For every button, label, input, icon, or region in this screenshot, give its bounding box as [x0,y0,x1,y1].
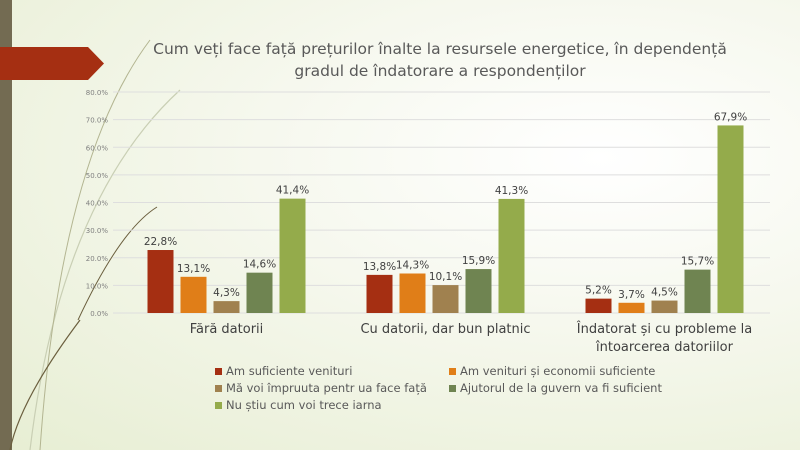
legend-swatch [215,402,222,409]
data-label: 4,3% [213,287,240,299]
legend-item: Nu știu cum voi trece iarna [215,398,382,412]
y-tick-label: 0.0% [90,310,108,318]
x-category-label: întoarcerea datoriilor [595,340,734,355]
legend-item: Am suficiente venituri [215,364,352,378]
legend-label: Mă voi împruuta pentr ua face față [226,381,427,395]
x-category-label: Fără datorii [190,322,264,337]
bar [498,198,525,313]
legend-item: Ajutorul de la guvern va fi suficient [449,381,662,395]
legend-swatch [215,368,222,375]
y-tick-label: 10.0% [86,282,109,290]
legend-label: Am venituri și economii suficiente [460,364,656,378]
y-tick-label: 70.0% [86,117,109,125]
legend-swatch [215,385,222,392]
data-label: 5,2% [585,285,612,297]
bar [651,300,678,313]
data-label: 14,3% [396,259,429,271]
side-bar [0,0,12,450]
y-tick-label: 30.0% [86,227,109,235]
legend-item: Mă voi împruuta pentr ua face față [215,381,427,395]
title-line: gradul de îndatorare a respondenților [294,62,586,80]
y-tick-label: 80.0% [86,89,109,97]
bar [279,198,306,313]
data-label: 41,3% [495,185,528,197]
bar [180,276,207,313]
data-label: 67,9% [714,111,747,123]
chart-title: Cum veți face față prețurilor înalte la … [140,38,740,82]
bar [618,302,645,313]
data-label: 13,8% [363,261,396,273]
bar [717,125,744,314]
data-label: 15,9% [462,255,495,267]
title-arrow [0,47,104,80]
legend-item: Am venituri și economii suficiente [449,364,655,378]
bar [432,285,459,313]
title-line: Cum veți face față prețurilor înalte la … [153,40,727,58]
data-label: 14,6% [243,259,276,271]
bar [246,272,273,313]
data-label: 41,4% [276,185,309,197]
y-tick-label: 50.0% [86,172,109,180]
legend-swatch [449,368,456,375]
legend-label: Ajutorul de la guvern va fi suficient [460,381,662,395]
legend-label: Am suficiente venituri [226,364,353,378]
bar [585,298,612,313]
legend-label: Nu știu cum voi trece iarna [226,398,382,412]
bar [147,250,174,313]
data-label: 13,1% [177,263,210,275]
bar [684,269,711,313]
data-label: 10,1% [429,271,462,283]
bar [366,274,393,313]
data-label: 4,5% [651,287,678,299]
y-tick-label: 40.0% [86,200,109,208]
data-label: 15,7% [681,256,714,268]
data-label: 22,8% [144,236,177,248]
y-tick-label: 60.0% [86,144,109,152]
data-label: 3,7% [618,289,645,301]
bar [213,301,240,313]
x-category-label: Îndatorat și cu probleme la [576,321,752,337]
bar [399,273,426,313]
legend-swatch [449,385,456,392]
x-category-label: Cu datorii, dar bun platnic [360,322,530,337]
y-tick-label: 20.0% [86,255,109,263]
bar [465,269,492,313]
